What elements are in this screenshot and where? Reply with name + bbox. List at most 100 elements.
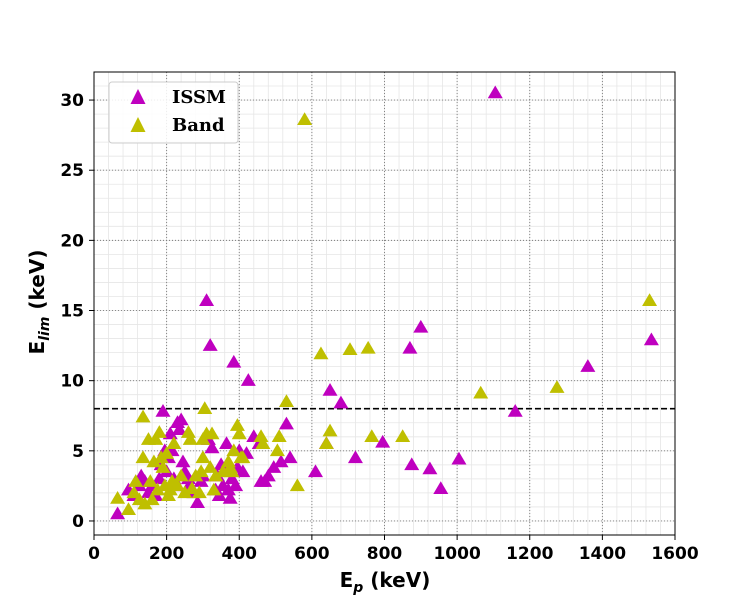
band-point bbox=[206, 482, 222, 496]
band-point bbox=[150, 482, 166, 496]
band-point bbox=[395, 429, 411, 443]
y-axis-label-unit: (keV) bbox=[25, 250, 49, 317]
legend-label-issm: ISSM bbox=[172, 87, 226, 108]
issm-point bbox=[404, 457, 420, 471]
issm-point bbox=[451, 451, 467, 465]
y-tick-label: 5 bbox=[72, 442, 84, 462]
y-axis-label-main: E bbox=[25, 341, 49, 355]
y-axis-ticks: 0 5 10 15 20 25 30 bbox=[60, 91, 94, 532]
band-point bbox=[255, 436, 271, 450]
band-point bbox=[110, 491, 126, 504]
band-point bbox=[126, 485, 142, 499]
band-point bbox=[191, 485, 207, 499]
band-point bbox=[642, 293, 658, 306]
issm-point bbox=[333, 395, 349, 409]
band-point bbox=[549, 380, 565, 393]
band-point bbox=[364, 429, 380, 443]
issm-point bbox=[643, 332, 659, 346]
band-point bbox=[297, 112, 313, 125]
issm-point bbox=[278, 416, 294, 430]
band-point bbox=[271, 429, 287, 443]
x-tick-label: 800 bbox=[367, 544, 403, 564]
band-point bbox=[229, 418, 245, 431]
legend-marker-band bbox=[130, 117, 146, 132]
issm-point bbox=[282, 450, 298, 464]
issm-point bbox=[162, 426, 178, 440]
band-point bbox=[155, 460, 171, 473]
x-tick-label: 1200 bbox=[506, 544, 553, 564]
band-point bbox=[151, 425, 167, 438]
band-point bbox=[120, 502, 136, 515]
legend: ISSM Band bbox=[108, 81, 239, 144]
band-point bbox=[177, 485, 193, 499]
x-axis-label-main: E bbox=[340, 568, 354, 592]
band-point bbox=[318, 436, 334, 450]
x-tick-label: 0 bbox=[88, 544, 100, 564]
x-axis-ticks: 0 200 400 600 800 1000 1200 1400 1600 bbox=[88, 535, 699, 564]
band-point bbox=[128, 474, 144, 487]
x-axis-label-sub: p bbox=[352, 580, 363, 596]
issm-point bbox=[110, 506, 126, 520]
band-point bbox=[142, 474, 158, 487]
issm-point bbox=[266, 460, 282, 473]
band-point bbox=[269, 443, 285, 457]
issm-point bbox=[189, 495, 205, 508]
y-axis-label: Elim (keV) bbox=[25, 250, 53, 355]
band-point bbox=[170, 478, 186, 492]
band-point bbox=[278, 394, 294, 407]
band-point bbox=[137, 496, 153, 510]
issm-point bbox=[235, 464, 251, 478]
band-point bbox=[226, 443, 242, 457]
band-point bbox=[195, 450, 211, 464]
issm-point bbox=[204, 440, 220, 454]
band-point bbox=[162, 482, 178, 496]
issm-point bbox=[260, 468, 276, 482]
band-point bbox=[202, 460, 218, 473]
issm-point bbox=[507, 404, 523, 417]
x-axis-label: Ep (keV) bbox=[340, 568, 431, 596]
band-point bbox=[159, 446, 175, 459]
y-tick-label: 10 bbox=[60, 372, 84, 392]
band-point bbox=[224, 464, 240, 478]
band-point bbox=[473, 385, 489, 399]
issm-point bbox=[222, 491, 238, 504]
y-tick-label: 15 bbox=[60, 302, 84, 322]
band-point bbox=[135, 450, 151, 464]
band-point bbox=[180, 425, 196, 438]
issm-point bbox=[413, 319, 429, 333]
issm-point bbox=[580, 359, 596, 372]
band-point bbox=[182, 432, 198, 445]
band-point bbox=[322, 423, 338, 437]
issm-point bbox=[155, 404, 171, 417]
band-point bbox=[173, 468, 189, 482]
issm-point bbox=[273, 454, 289, 468]
x-tick-label: 600 bbox=[294, 544, 330, 564]
band-point bbox=[360, 340, 376, 354]
y-tick-label: 25 bbox=[60, 161, 84, 181]
y-tick-label: 0 bbox=[72, 512, 84, 532]
issm-point bbox=[347, 450, 363, 464]
y-axis-label-sub: lim bbox=[37, 317, 53, 341]
issm-point bbox=[402, 340, 418, 354]
issm-point bbox=[220, 482, 236, 496]
issm-point bbox=[199, 293, 215, 306]
band-point bbox=[208, 468, 224, 482]
issm-point bbox=[228, 478, 244, 492]
band-point bbox=[313, 346, 329, 360]
data-points bbox=[110, 85, 659, 520]
issm-point bbox=[322, 382, 338, 396]
band-point bbox=[289, 478, 305, 492]
legend-label-band: Band bbox=[172, 115, 225, 136]
x-axis-label-unit: (keV) bbox=[363, 568, 430, 592]
issm-point bbox=[173, 412, 189, 426]
issm-point bbox=[226, 354, 242, 368]
band-point bbox=[197, 401, 213, 414]
x-tick-label: 1400 bbox=[579, 544, 626, 564]
issm-point bbox=[219, 436, 235, 450]
issm-point bbox=[487, 85, 503, 99]
issm-point bbox=[433, 481, 449, 494]
band-point bbox=[342, 342, 358, 356]
y-tick-label: 30 bbox=[60, 91, 84, 111]
x-tick-label: 1000 bbox=[433, 544, 480, 564]
